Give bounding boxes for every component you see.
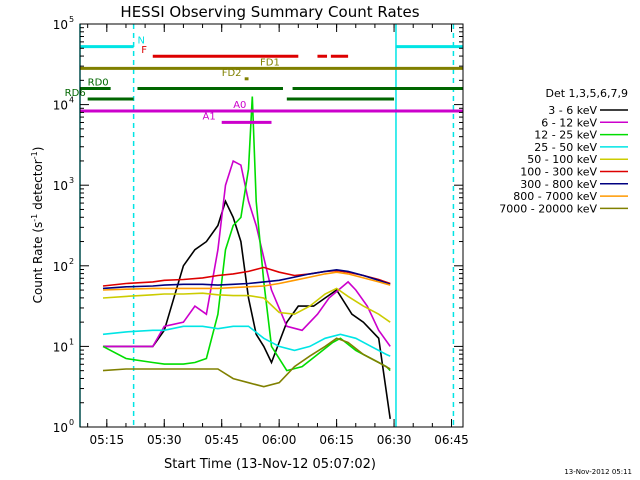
y-tick-exponent: 2 [69, 257, 74, 266]
y-tick-label: 10 [53, 18, 68, 32]
series-line [102, 287, 391, 323]
y-tick-label: 10 [53, 179, 68, 193]
series-line [102, 271, 391, 291]
legend-label: 3 - 6 keV [548, 104, 597, 117]
x-tick-label: 05:30 [147, 433, 182, 447]
legend-label: 50 - 100 keV [527, 153, 597, 166]
legend-label: 12 - 25 keV [534, 129, 597, 142]
legend-label: 25 - 50 keV [534, 141, 597, 154]
flag-label: N [137, 36, 144, 47]
x-tick-label: 05:15 [90, 433, 125, 447]
y-tick-exponent: 5 [69, 15, 74, 24]
plot-frame [79, 23, 464, 428]
series-line [102, 337, 391, 388]
flag-label: F [141, 45, 147, 56]
y-label-sup: -1 [30, 214, 39, 222]
flag-label: A1 [203, 111, 216, 122]
y-axis-label: Count Rate (s-1 detector-1) [30, 147, 45, 304]
flag-label: FD2 [222, 68, 242, 79]
flag-label: RD0 [88, 77, 109, 88]
y-tick-exponent: 0 [69, 418, 74, 427]
x-tick-label: 06:00 [262, 433, 297, 447]
flag-label: RD6 [65, 88, 86, 99]
y-tick-label: 10 [53, 260, 68, 274]
series-line [103, 199, 391, 420]
y-label-part: Count Rate (s [31, 222, 45, 304]
flag-label: A0 [233, 100, 246, 111]
legend-label: 7000 - 20000 keV [499, 202, 597, 215]
flag-label: FD1 [260, 57, 280, 68]
series-line [102, 325, 391, 357]
footer-date: 13-Nov-2012 05:11 [564, 468, 632, 476]
y-tick-exponent: 4 [69, 96, 74, 105]
legend-title: Det 1,3,5,6,7,9 [545, 87, 628, 100]
y-tick-exponent: 1 [69, 337, 74, 346]
y-label-part: ) [31, 147, 45, 152]
x-tick-label: 05:45 [204, 433, 239, 447]
x-tick-label: 06:45 [434, 433, 469, 447]
legend-label: 6 - 12 keV [541, 116, 597, 129]
legend-label: 800 - 7000 keV [513, 190, 597, 203]
y-tick-exponent: 3 [69, 176, 74, 185]
series-line [102, 96, 391, 372]
y-tick-label: 10 [53, 421, 68, 435]
legend-label: 100 - 300 keV [520, 166, 597, 179]
y-tick-label: 10 [53, 99, 68, 113]
x-axis: 05:15 05:30 05:45 06:00 06:15 06:30 06:45 [87, 24, 469, 447]
series-line [103, 159, 391, 348]
y-label-part: detector [31, 159, 45, 214]
legend-label: 300 - 800 keV [520, 178, 597, 191]
series-line [102, 268, 391, 290]
y-tick-label: 10 [53, 340, 68, 354]
x-tick-label: 06:30 [377, 433, 412, 447]
x-axis-label: Start Time (13-Nov-12 05:07:02) [164, 457, 376, 472]
chart-title: HESSI Observing Summary Count Rates [120, 3, 419, 21]
y-label-sup: -1 [30, 151, 39, 159]
x-tick-label: 06:15 [319, 433, 354, 447]
